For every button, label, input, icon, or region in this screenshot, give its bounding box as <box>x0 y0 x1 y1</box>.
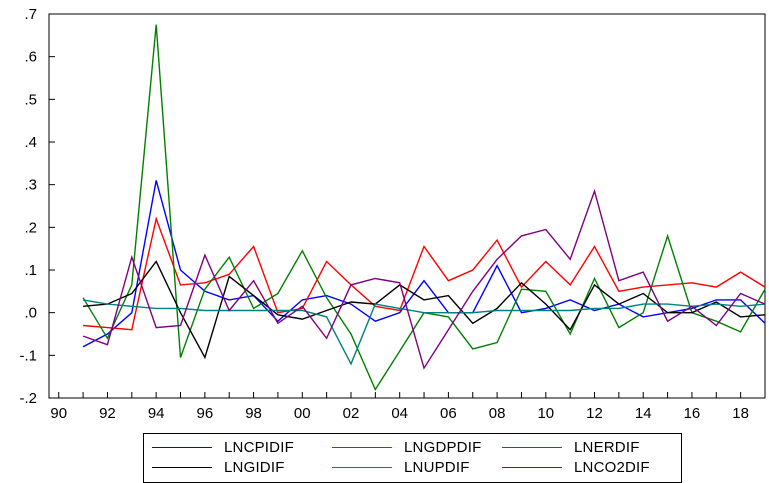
y-tick-label: .6 <box>24 49 37 66</box>
series-line-lnco2dif <box>82 188 766 370</box>
legend-swatch <box>152 446 212 448</box>
x-tick-label: 04 <box>391 405 408 422</box>
legend-item: LNCO2DIF <box>502 458 650 476</box>
legend-item: LNUPDIF <box>332 458 470 476</box>
y-tick-label: .4 <box>24 134 37 151</box>
x-tick-label: 16 <box>684 405 701 422</box>
y-tick-label: .7 <box>24 6 37 23</box>
legend-label: LNERDIF <box>574 438 640 456</box>
plot-frame <box>48 13 766 399</box>
x-tick-label: 14 <box>635 405 652 422</box>
line-chart: 90 92 94 96 98 00 02 04 06 08 10 12 14 16 18 -.2 -.1 .0.… <box>19 6 766 422</box>
legend-item: LNCPIDIF <box>152 438 294 456</box>
legend-label: LNCO2DIF <box>574 458 650 476</box>
y-tick-label: -.2 <box>19 390 37 407</box>
series-line-lngidif <box>83 260 766 360</box>
series-line-lnerdif <box>82 24 766 391</box>
x-tick-label: 96 <box>197 405 214 422</box>
y-tick-label: .1 <box>24 262 37 279</box>
x-tick-label: 10 <box>537 405 554 422</box>
legend-label: LNGDPDIF <box>404 438 482 456</box>
legend-label: LNUPDIF <box>404 458 470 476</box>
legend-item: LNGIDIF <box>152 458 285 476</box>
legend-item: LNERDIF <box>502 438 640 456</box>
legend: LNCPIDIF LNGDPDIF LNERDIF LNGIDIF LNUPDI… <box>143 433 682 483</box>
legend-label: LNCPIDIF <box>224 438 294 456</box>
y-tick-label: .3 <box>24 177 37 194</box>
x-tick-label: 92 <box>99 405 116 422</box>
legend-swatch <box>332 446 392 448</box>
x-axis: 90 92 94 96 98 00 02 04 06 08 10 12 14 16 18 <box>50 392 766 422</box>
y-tick-label: .2 <box>24 219 37 236</box>
legend-swatch <box>332 466 392 468</box>
x-tick-label: 06 <box>440 405 457 422</box>
y-axis: -.2 -.1 .0 .1 .2 .3 .4 .5 .6 .7 <box>19 6 55 407</box>
legend-item: LNGDPDIF <box>332 438 482 456</box>
x-tick-label: 00 <box>294 405 311 422</box>
legend-swatch <box>502 466 562 468</box>
legend-swatch <box>502 446 562 448</box>
legend-swatch <box>152 466 212 468</box>
y-tick-label: .0 <box>24 305 37 322</box>
x-tick-label: 18 <box>732 405 749 422</box>
x-tick-label: 98 <box>245 405 262 422</box>
y-tick-label: .5 <box>24 91 37 108</box>
x-tick-label: 02 <box>343 405 360 422</box>
y-tick-label: -.1 <box>19 347 37 364</box>
x-tick-label: 12 <box>586 405 603 422</box>
x-tick-label: 90 <box>50 405 67 422</box>
x-tick-label: 94 <box>148 405 165 422</box>
legend-label: LNGIDIF <box>224 458 285 476</box>
x-tick-label: 08 <box>489 405 506 422</box>
series-line-lnupdif <box>82 299 766 366</box>
series-lines <box>82 24 766 391</box>
